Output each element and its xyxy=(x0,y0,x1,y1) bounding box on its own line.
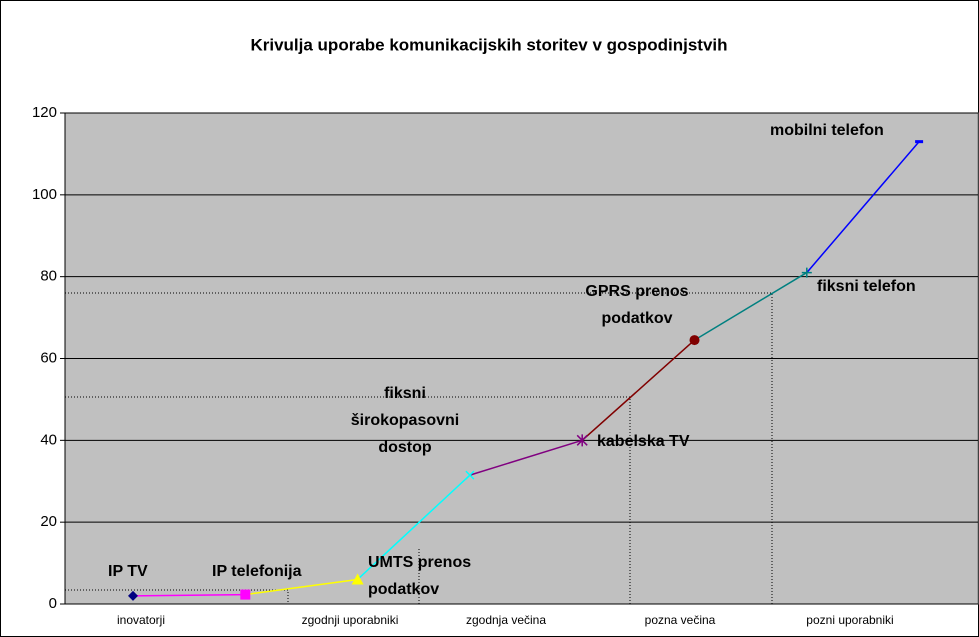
line-segment xyxy=(469,439,583,476)
y-tick-label: 120 xyxy=(32,104,57,121)
data-label: fiksni širokopasovni dostop xyxy=(351,385,459,456)
y-tick-label: 0 xyxy=(49,595,57,612)
y-tick-label: 60 xyxy=(40,349,57,366)
data-label: IP TV xyxy=(108,563,148,580)
marker xyxy=(351,573,364,585)
data-label: GPRS prenos podatkov xyxy=(585,283,688,327)
x-category-label: pozni uporabniki xyxy=(806,613,893,627)
guide-line xyxy=(65,589,289,604)
y-tick-label: 20 xyxy=(40,513,57,530)
chart-title: Krivulja uporabe komunikacijskih storite… xyxy=(250,35,727,54)
marker xyxy=(801,267,812,278)
marker xyxy=(465,470,475,480)
line-segment xyxy=(806,141,920,274)
line-segment xyxy=(581,339,695,441)
marker xyxy=(689,335,700,346)
data-label: fiksni telefon xyxy=(817,278,916,295)
y-tick-label: 100 xyxy=(32,186,57,203)
line-segment xyxy=(132,593,246,597)
x-category-label: inovatorji xyxy=(117,613,165,627)
marker xyxy=(128,590,138,601)
marker xyxy=(240,589,251,600)
y-tick-label: 80 xyxy=(40,268,57,285)
y-tick-label: 40 xyxy=(40,431,57,448)
data-label: UMTS prenos podatkov xyxy=(368,554,471,598)
x-category-label: pozna večina xyxy=(645,613,716,627)
data-label: kabelska TV xyxy=(597,433,690,450)
line-segment xyxy=(357,474,471,580)
line-segment xyxy=(694,271,808,341)
data-label: mobilni telefon xyxy=(770,122,884,139)
marker xyxy=(576,434,588,447)
x-category-label: zgodnja večina xyxy=(466,613,546,627)
line-segment xyxy=(245,578,358,596)
data-label: IP telefonija xyxy=(212,563,302,580)
x-category-label: zgodnji uporabniki xyxy=(302,613,399,627)
